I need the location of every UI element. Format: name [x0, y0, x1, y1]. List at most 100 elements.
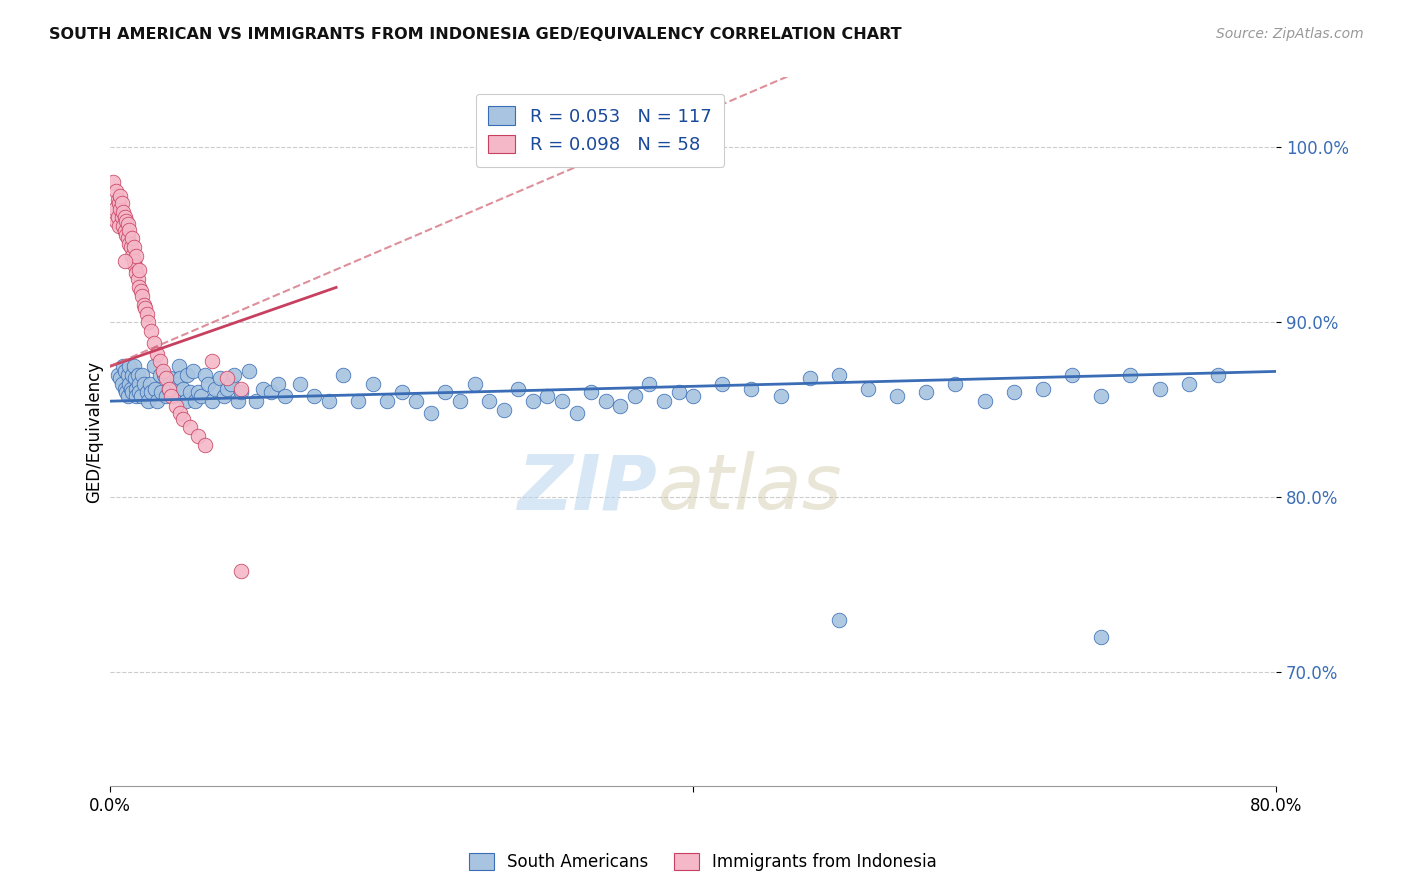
Point [522, 394, 544, 409]
Point [105, 184, 128, 198]
Point [132, 376, 155, 391]
Point [136, 315, 159, 329]
Point [118, 222, 141, 236]
Point [157, 382, 180, 396]
Point [127, 368, 149, 382]
Point [652, 394, 675, 409]
Point [138, 376, 160, 391]
Point [179, 420, 201, 434]
Point [224, 368, 246, 382]
Text: Source: ZipAtlas.com: Source: ZipAtlas.com [1216, 27, 1364, 41]
Point [190, 389, 212, 403]
Point [114, 254, 136, 268]
Point [740, 382, 762, 396]
Point [143, 359, 166, 374]
Point [172, 411, 194, 425]
Point [159, 371, 181, 385]
Point [107, 211, 129, 225]
Point [215, 371, 238, 385]
Point [304, 389, 326, 403]
Point [176, 368, 198, 382]
Point [208, 371, 231, 385]
Point [125, 382, 148, 396]
Point [122, 359, 145, 374]
Point [274, 389, 297, 403]
Point [108, 219, 131, 234]
Point [115, 227, 138, 242]
Point [155, 389, 177, 403]
Point [149, 354, 172, 368]
Point [129, 389, 152, 403]
Point [110, 371, 132, 385]
Point [120, 382, 142, 396]
Point [122, 240, 145, 254]
Point [104, 202, 127, 216]
Point [1060, 368, 1083, 382]
Point [769, 389, 792, 403]
Point [117, 389, 139, 403]
Point [194, 368, 217, 382]
Point [231, 564, 253, 578]
Point [146, 347, 169, 361]
Text: SOUTH AMERICAN VS IMMIGRANTS FROM INDONESIA GED/EQUIVALENCY CORRELATION CHART: SOUTH AMERICAN VS IMMIGRANTS FROM INDONE… [49, 27, 901, 42]
Point [125, 267, 148, 281]
Point [146, 394, 169, 409]
Point [134, 301, 156, 316]
Point [231, 385, 253, 400]
Point [114, 382, 136, 396]
Point [551, 394, 574, 409]
Point [136, 394, 159, 409]
Point [111, 211, 134, 225]
Point [711, 376, 734, 391]
Point [668, 385, 690, 400]
Point [165, 400, 187, 414]
Point [595, 394, 617, 409]
Point [117, 231, 139, 245]
Point [101, 176, 124, 190]
Point [1206, 368, 1229, 382]
Point [125, 389, 148, 403]
Point [184, 394, 207, 409]
Point [492, 403, 515, 417]
Point [391, 385, 413, 400]
Point [212, 389, 235, 403]
Point [112, 219, 135, 234]
Point [132, 298, 155, 312]
Point [128, 385, 150, 400]
Point [828, 368, 851, 382]
Point [799, 371, 821, 385]
Point [114, 364, 136, 378]
Point [197, 376, 219, 391]
Point [856, 382, 879, 396]
Point [111, 196, 134, 211]
Point [118, 236, 141, 251]
Point [120, 240, 142, 254]
Point [194, 438, 217, 452]
Point [150, 385, 173, 400]
Point [131, 368, 153, 382]
Point [252, 382, 274, 396]
Point [169, 406, 191, 420]
Point [160, 389, 183, 403]
Point [112, 205, 135, 219]
Point [1002, 385, 1025, 400]
Point [579, 385, 602, 400]
Point [117, 218, 139, 232]
Point [219, 376, 242, 391]
Point [245, 394, 267, 409]
Point [114, 211, 136, 225]
Point [153, 368, 176, 382]
Point [1032, 382, 1054, 396]
Point [682, 389, 704, 403]
Point [201, 394, 224, 409]
Point [187, 385, 209, 400]
Point [259, 385, 281, 400]
Point [228, 394, 250, 409]
Point [204, 382, 226, 396]
Point [181, 364, 204, 378]
Point [288, 376, 311, 391]
Point [1090, 631, 1112, 645]
Point [347, 394, 370, 409]
Point [139, 385, 162, 400]
Point [124, 371, 146, 385]
